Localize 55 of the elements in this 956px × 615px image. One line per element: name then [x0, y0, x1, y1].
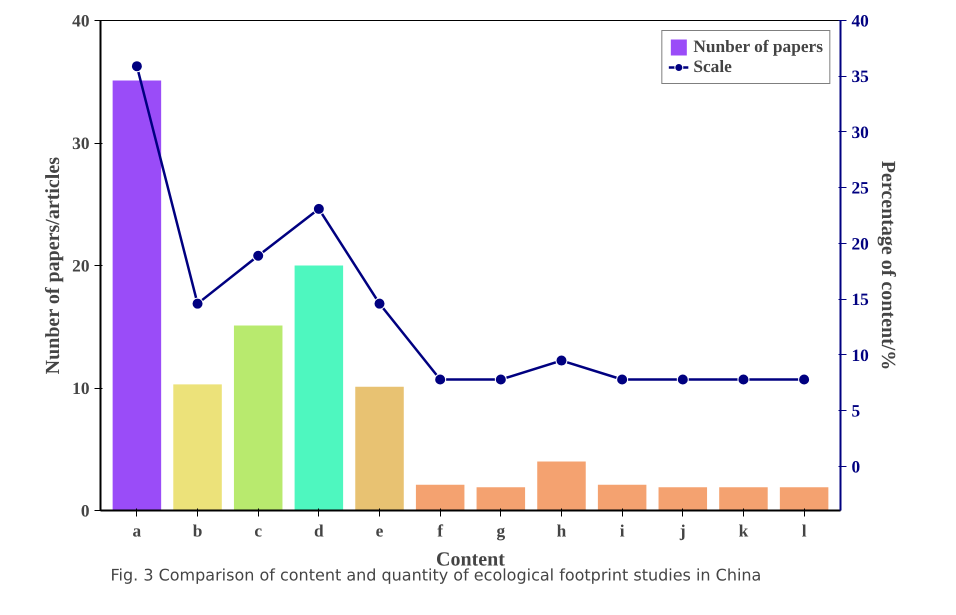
caption: Fig. 3 Comparison of content and quantity of ecological footprint studies in China [110, 566, 762, 584]
bar [598, 484, 646, 510]
point [676, 374, 689, 386]
bar [537, 462, 586, 510]
bar [658, 487, 708, 510]
y-tick-label: 10 [72, 379, 90, 398]
point [737, 374, 750, 386]
bar [112, 80, 162, 510]
x-tick-label: g [496, 522, 506, 540]
point [616, 374, 628, 386]
y-tick-label: 0 [80, 502, 90, 520]
x-tick-label: k [738, 522, 749, 540]
bar [294, 266, 344, 510]
y2-tick-label: 30 [852, 122, 869, 142]
bar [476, 487, 526, 510]
point [312, 202, 325, 215]
bar [719, 487, 768, 510]
y-axis-title: Nunber of papers/articles [42, 156, 64, 374]
point [374, 298, 386, 310]
x-tick-label: a [132, 522, 142, 540]
x-tick-label: j [678, 522, 686, 540]
bar [234, 326, 282, 510]
legend-label: Nunber of papers [693, 37, 823, 57]
y2-tick-label: 10 [852, 346, 869, 365]
bar [355, 386, 404, 510]
point [252, 250, 264, 262]
point [434, 374, 446, 386]
point [192, 298, 204, 310]
point [555, 354, 568, 367]
x-tick-label: b [192, 522, 202, 540]
point [798, 374, 810, 386]
x-tick-label: f [437, 522, 444, 540]
point [494, 374, 507, 386]
y2-tick-label: 25 [852, 178, 870, 198]
legend-label: Scale [693, 57, 732, 77]
y2-tick-label: 35 [852, 67, 870, 86]
bar [173, 384, 222, 510]
y2-tick-label: 0 [852, 457, 860, 476]
point [130, 60, 143, 72]
x-tick-label: h [556, 522, 567, 540]
bar [780, 487, 828, 510]
y-tick-label: 20 [72, 256, 90, 276]
y2-tick-label: 40 [852, 12, 869, 30]
y2-tick-label: 20 [852, 234, 869, 254]
y-tick-label: 30 [72, 134, 90, 153]
x-tick-label: i [620, 522, 625, 540]
y2-tick-label: 15 [852, 290, 870, 310]
y-tick-label: 40 [72, 12, 90, 30]
x-tick-label: c [254, 522, 262, 540]
y2-tick-label: 5 [852, 402, 860, 421]
y2-axis-title: Percentage of content/% [876, 160, 899, 370]
x-tick-label: d [314, 522, 324, 540]
x-tick-label: e [376, 522, 384, 540]
x-tick-label: l [802, 522, 807, 540]
bar [416, 484, 464, 510]
